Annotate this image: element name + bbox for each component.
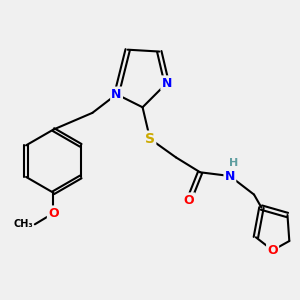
Text: S: S <box>145 132 155 146</box>
Text: O: O <box>267 244 278 257</box>
Text: H: H <box>229 158 238 168</box>
Text: O: O <box>48 207 59 220</box>
Text: O: O <box>184 194 194 207</box>
Text: N: N <box>225 169 235 182</box>
Text: N: N <box>111 88 122 101</box>
Text: CH₃: CH₃ <box>13 219 33 229</box>
Text: N: N <box>161 76 172 90</box>
